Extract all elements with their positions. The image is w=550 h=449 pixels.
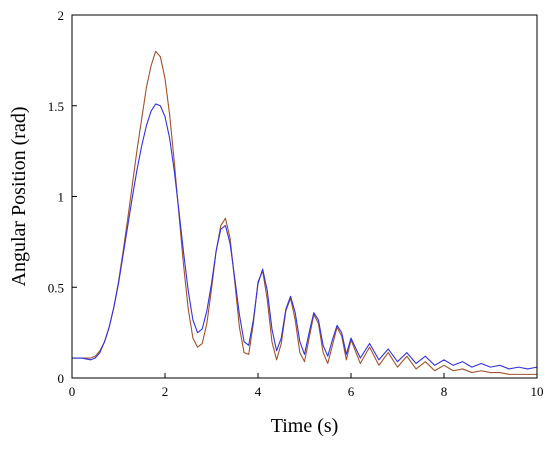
series-line-1: [72, 50, 537, 375]
series-layer: [72, 50, 538, 375]
x-axis-label: Time (s): [271, 415, 339, 437]
x-tick-label: 8: [441, 384, 448, 399]
x-tick-label: 0: [69, 384, 76, 399]
plot-frame: [71, 14, 538, 379]
y-tick-label: 1.5: [48, 99, 64, 114]
series-line-2: [72, 103, 538, 370]
y-tick-label: 0: [58, 371, 65, 386]
y-tick-label: 2: [58, 8, 65, 23]
y-axis-label: Angular Position (rad): [8, 107, 30, 287]
y-tick-label: 1: [58, 190, 65, 205]
x-tick-label: 2: [162, 384, 169, 399]
x-tick-label: 6: [348, 384, 355, 399]
tick-layer: 0 2 4 6 8 10 0 0.5 1 1.5 2: [48, 8, 544, 399]
x-tick-label: 4: [255, 384, 262, 399]
x-tick-label: 10: [531, 384, 544, 399]
y-tick-label: 0.5: [48, 280, 64, 295]
